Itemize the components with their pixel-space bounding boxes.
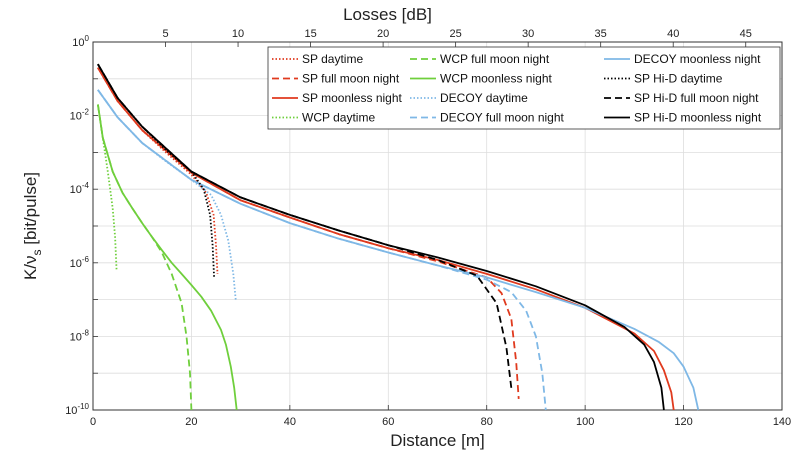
legend-label: SP Hi-D daytime	[634, 72, 723, 86]
x2-tick-label: 45	[740, 28, 752, 40]
legend-label: DECOY full moon night	[440, 111, 565, 125]
legend-label: DECOY moonless night	[634, 52, 761, 66]
series-line-decoy-full-moon-night	[97, 89, 547, 411]
series-line-wcp-moonless-night	[97, 104, 238, 411]
legend-label: SP Hi-D moonless night	[634, 111, 762, 125]
y-tick-label: 10-2	[70, 108, 90, 123]
legend-label: WCP moonless night	[440, 72, 552, 86]
x2-tick-label: 15	[304, 28, 316, 40]
top-axis-title: Losses [dB]	[343, 5, 432, 24]
ticks: 0 20 40 60 80 100 120 140 5 10 15 20 25 30 35 40 45 100 10…	[65, 28, 791, 428]
legend-label: SP moonless night	[302, 91, 403, 105]
y-tick-label: 10-6	[70, 255, 90, 270]
series-line-decoy-daytime	[97, 89, 237, 300]
legend-label: WCP daytime	[302, 111, 375, 125]
series-line-wcp-full-moon-night	[97, 104, 193, 411]
legend-label: SP daytime	[302, 52, 363, 66]
x-tick-label: 100	[576, 416, 594, 428]
y-tick-label: 10-8	[70, 328, 90, 343]
series-line-decoy-moonless-night	[97, 89, 700, 411]
x2-tick-label: 10	[232, 28, 244, 40]
x-tick-label: 80	[481, 416, 493, 428]
series-line-sp-daytime	[97, 67, 219, 274]
x2-tick-label: 20	[377, 28, 389, 40]
legend-box	[267, 46, 781, 130]
legend: SP daytime SP full moon night SP moonless …	[267, 46, 781, 130]
legend-label: WCP full moon night	[440, 52, 550, 66]
x2-tick-label: 25	[450, 28, 462, 40]
y-axis-title: K/νs [bit/pulse]	[21, 172, 44, 280]
series-layer	[97, 63, 700, 411]
series-line-sp-hi-d-moonless-night	[97, 63, 665, 411]
x2-tick-label: 30	[522, 28, 534, 40]
legend-label: DECOY daytime	[440, 91, 528, 105]
y-tick-label: 100	[72, 34, 89, 49]
x2-tick-label: 40	[667, 28, 679, 40]
x-axis-title: Distance [m]	[390, 431, 484, 450]
x-tick-label: 140	[773, 416, 791, 428]
x2-tick-label: 5	[162, 28, 168, 40]
x-tick-label: 20	[185, 416, 197, 428]
x2-tick-label: 35	[595, 28, 607, 40]
legend-label: SP Hi-D full moon night	[634, 91, 759, 105]
y-tick-label: 10-4	[70, 181, 90, 196]
x-tick-label: 0	[90, 416, 96, 428]
series-line-sp-full-moon-night	[97, 67, 520, 399]
y-tick-label: 10-10	[65, 402, 89, 417]
x-tick-label: 60	[382, 416, 394, 428]
x-tick-label: 40	[284, 416, 296, 428]
legend-label: SP full moon night	[302, 72, 400, 86]
x-tick-label: 120	[674, 416, 692, 428]
